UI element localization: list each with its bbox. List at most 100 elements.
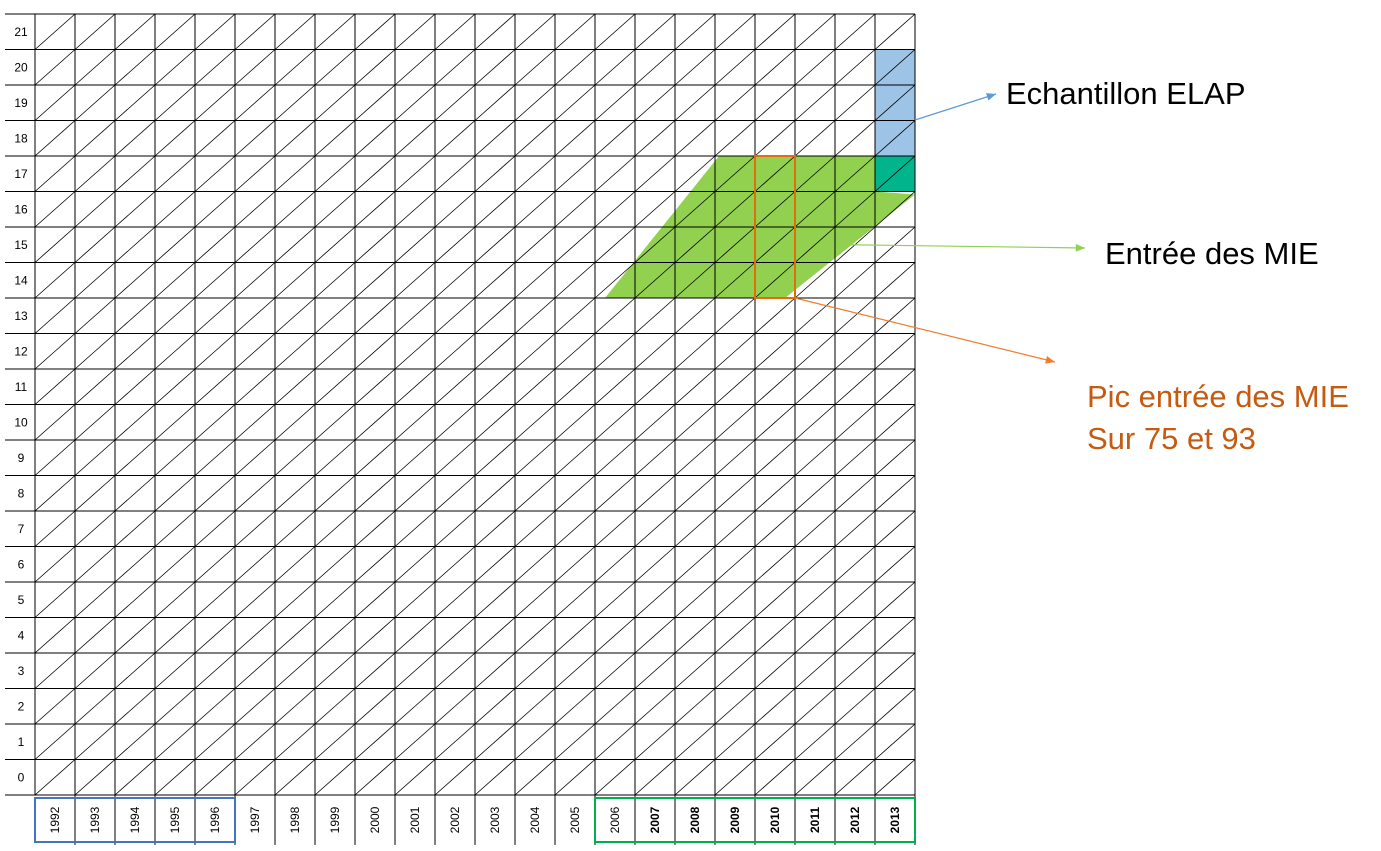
peak-arrow-line	[794, 297, 1056, 363]
lexis-diagonal	[234, 546, 276, 583]
lexis-diagonal	[274, 510, 316, 547]
lexis-diagonal	[474, 723, 516, 760]
lexis-diagonal	[314, 510, 356, 547]
lexis-diagonal	[514, 546, 556, 583]
lexis-diagonal	[754, 404, 796, 441]
lexis-diagonal	[754, 368, 796, 405]
lexis-diagonal	[234, 404, 276, 441]
lexis-diagonal	[714, 652, 756, 689]
lexis-diagonal	[274, 49, 316, 86]
lexis-diagonal	[34, 759, 76, 796]
lexis-diagonal	[354, 226, 396, 263]
lexis-diagonal	[834, 297, 876, 334]
lexis-diagonal	[514, 84, 556, 121]
lexis-diagonal	[474, 120, 516, 157]
lexis-diagonal	[754, 191, 796, 228]
lexis-diagonal	[434, 13, 476, 50]
lexis-diagonal	[194, 297, 236, 334]
y-tick-label: 13	[14, 309, 28, 323]
x-axis-labels: 1992 1993 1994 1995 1996 1997 1998 1999 2000 2001…	[48, 806, 902, 833]
lexis-diagonal	[154, 84, 196, 121]
lexis-diagonal	[74, 49, 116, 86]
lexis-diagonal	[34, 13, 76, 50]
lexis-diagonal	[874, 191, 916, 228]
lexis-diagonal	[874, 759, 916, 796]
lexis-diagonal	[554, 120, 596, 157]
lexis-diagonal	[314, 652, 356, 689]
lexis-diagonal	[394, 368, 436, 405]
lexis-diagonal	[834, 723, 876, 760]
lexis-diagonal	[154, 688, 196, 725]
lexis-diagonal	[274, 155, 316, 192]
lexis-diagonal	[274, 226, 316, 263]
lexis-diagonal	[874, 404, 916, 441]
lexis-diagonal	[34, 333, 76, 370]
lexis-diagonal	[34, 120, 76, 157]
lexis-diagonal	[634, 439, 676, 476]
lexis-diagonal	[194, 155, 236, 192]
lexis-diagonal	[594, 155, 636, 192]
lexis-diagonal	[634, 49, 676, 86]
lexis-diagonal	[314, 155, 356, 192]
lexis-diagonal	[194, 617, 236, 654]
lexis-diagonal	[74, 333, 116, 370]
lexis-diagonal	[34, 297, 76, 334]
lexis-diagonal	[34, 262, 76, 299]
lexis-diagonal	[794, 404, 836, 441]
x-tick-label: 1998	[288, 806, 302, 833]
lexis-diagonal	[554, 475, 596, 512]
lexis-diagonal	[274, 652, 316, 689]
lexis-diagonal	[714, 546, 756, 583]
lexis-diagonal	[114, 333, 156, 370]
lexis-diagonal	[674, 191, 716, 228]
highlight-layer	[605, 49, 915, 298]
lexis-diagonal	[194, 546, 236, 583]
lexis-diagonal	[354, 475, 396, 512]
lexis-diagonal	[74, 120, 116, 157]
lexis-diagonal	[434, 652, 476, 689]
lexis-diagonal	[674, 439, 716, 476]
lexis-diagonal	[634, 120, 676, 157]
lexis-diagonal	[554, 510, 596, 547]
lexis-diagonal	[434, 155, 476, 192]
lexis-diagonal	[354, 510, 396, 547]
lexis-diagonal	[514, 368, 556, 405]
lexis-diagonal	[34, 368, 76, 405]
lexis-diagonal	[114, 723, 156, 760]
lexis-diagonal	[394, 688, 436, 725]
lexis-diagonal	[34, 688, 76, 725]
lexis-diagonal	[194, 226, 236, 263]
mie-entry-label: Entrée des MIE	[1105, 236, 1319, 271]
lexis-diagonal	[634, 475, 676, 512]
lexis-diagonal	[634, 510, 676, 547]
x-tick-label: 2011	[808, 807, 822, 833]
lexis-diagonal	[754, 652, 796, 689]
lexis-diagonal	[474, 688, 516, 725]
lexis-diagonal	[634, 191, 676, 228]
lexis-diagonal	[394, 120, 436, 157]
lexis-diagonal	[754, 49, 796, 86]
lexis-diagonal	[674, 49, 716, 86]
lexis-diagonal	[474, 368, 516, 405]
lexis-diagonal	[394, 723, 436, 760]
lexis-diagonal	[474, 759, 516, 796]
x-tick-label: 2001	[408, 806, 422, 833]
lexis-diagonal	[274, 688, 316, 725]
lexis-diagonal	[514, 759, 556, 796]
lexis-diagonal	[594, 404, 636, 441]
lexis-diagonal	[394, 759, 436, 796]
lexis-diagonal	[314, 723, 356, 760]
lexis-diagonal	[634, 404, 676, 441]
lexis-diagonal	[794, 688, 836, 725]
peak-arrow-head	[1045, 356, 1055, 364]
lexis-diagonal	[234, 333, 276, 370]
lexis-diagonal	[274, 191, 316, 228]
x-tick-label: 2010	[768, 806, 782, 833]
lexis-diagonal	[794, 297, 836, 334]
lexis-diagonal	[634, 262, 676, 299]
lexis-diagonal	[314, 475, 356, 512]
lexis-diagonal	[794, 226, 836, 263]
lexis-diagonal	[394, 297, 436, 334]
lexis-diagonal	[474, 617, 516, 654]
